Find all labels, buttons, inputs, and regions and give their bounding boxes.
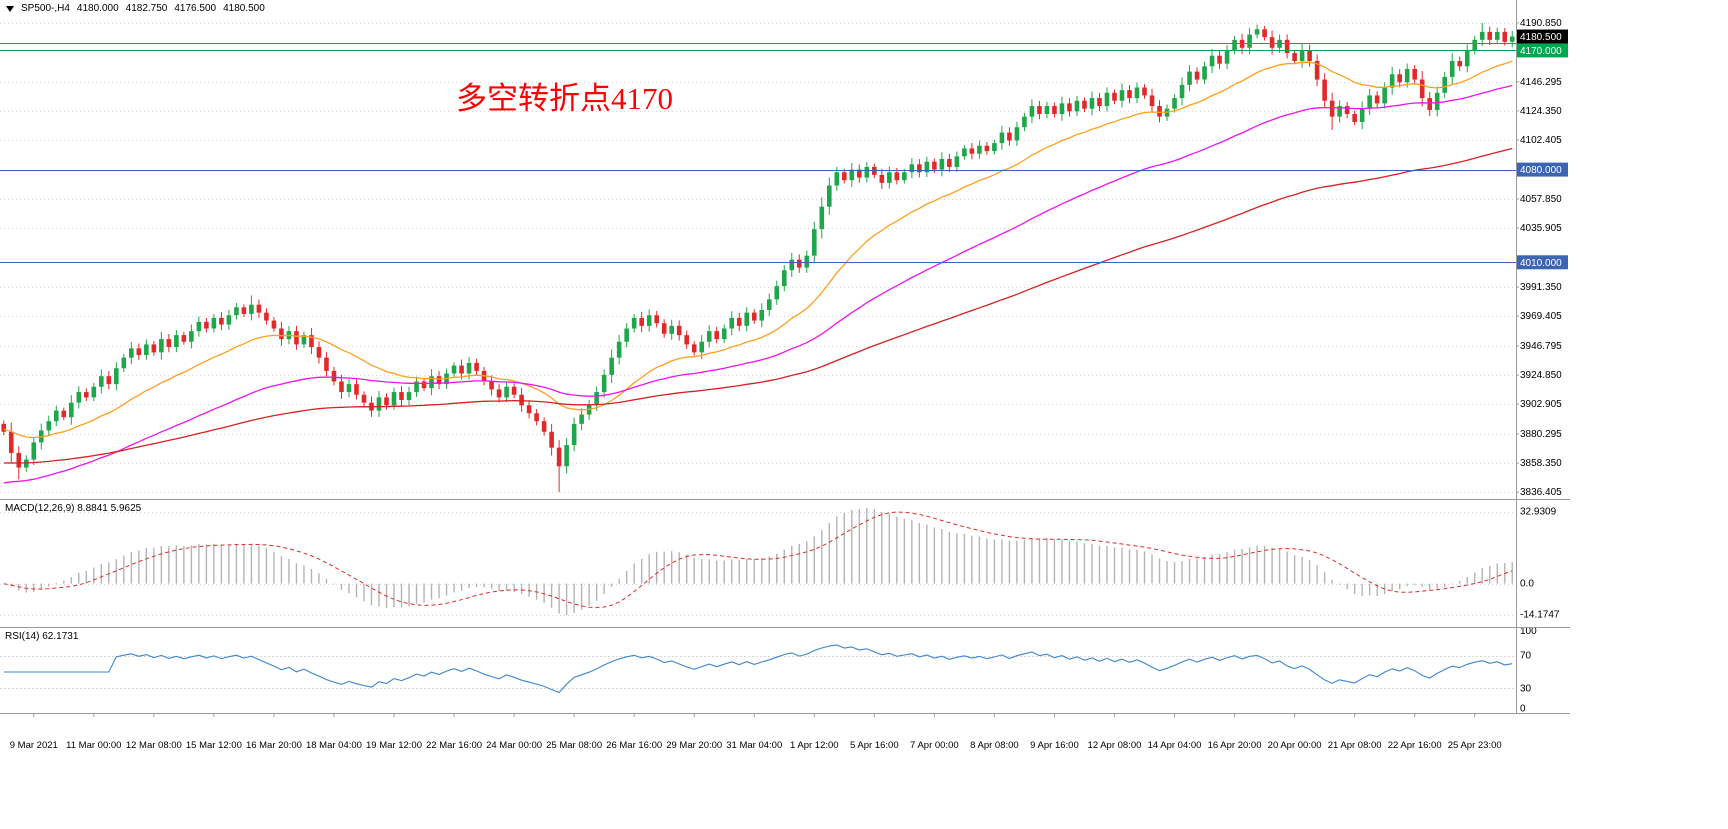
price-axis-label: 3902.905	[1520, 399, 1562, 410]
time-axis-label: 12 Apr 08:00	[1088, 740, 1142, 751]
macd-axis-label: 32.9309	[1520, 507, 1557, 518]
rsi-indicator-label: RSI(14) 62.1731	[5, 631, 78, 642]
price-axis-label: 4102.405	[1520, 135, 1562, 146]
time-axis-label: 24 Mar 00:00	[486, 740, 542, 751]
time-axis-label: 25 Apr 23:00	[1448, 740, 1502, 751]
rsi-axis-label: 30	[1520, 683, 1532, 694]
price-axis-label: 4146.295	[1520, 77, 1562, 88]
chart-annotation-text: 多空转折点4170	[456, 81, 673, 116]
price-tag-label: 4080.000	[1520, 165, 1562, 176]
price-axis-label: 4124.350	[1520, 106, 1562, 117]
time-axis-label: 16 Apr 20:00	[1208, 740, 1262, 751]
macd-axis-label: -14.1747	[1520, 610, 1560, 621]
grid-lines	[0, 23, 1516, 689]
time-axis-labels: 9 Mar 2021 11 Mar 00:00 12 Mar 08:00 15 Mar…	[10, 713, 1502, 751]
ma-mid-magenta-line	[3, 84, 1513, 484]
price-tag-blue	[1517, 255, 1568, 270]
rsi-axis-label: 100	[1520, 626, 1537, 637]
time-axis-label: 31 Mar 04:00	[726, 740, 782, 751]
time-axis-label: 5 Apr 16:00	[850, 740, 899, 751]
time-axis-label: 8 Apr 08:00	[970, 740, 1019, 751]
rsi-axis-label: 70	[1520, 651, 1532, 662]
time-axis-label: 26 Mar 16:00	[606, 740, 662, 751]
time-axis-label: 9 Apr 16:00	[1030, 740, 1079, 751]
level-lines[interactable]	[0, 42, 1516, 264]
candlestick-series	[1, 22, 1515, 493]
price-axis-label: 4190.850	[1520, 18, 1562, 29]
price-axis-label: 4035.905	[1520, 223, 1562, 234]
price-axis-label: 3991.350	[1520, 282, 1562, 293]
price-tag-green	[1517, 43, 1568, 58]
price-tag-label: 4010.000	[1520, 258, 1562, 269]
ohlc-low-value: 4176.500	[174, 3, 217, 14]
time-axis-label: 22 Mar 16:00	[426, 740, 482, 751]
time-axis-label: 18 Mar 04:00	[306, 740, 362, 751]
time-axis-label: 1 Apr 12:00	[790, 740, 839, 751]
macd-histogram	[10, 508, 1513, 616]
price-axis-label: 3880.295	[1520, 429, 1562, 440]
price-tag-current	[1517, 29, 1568, 44]
price-axis-label: 3946.795	[1520, 341, 1562, 352]
time-axis-label: 11 Mar 00:00	[66, 740, 121, 751]
ohlc-open-value: 4180.000	[76, 3, 119, 14]
time-axis-label: 14 Apr 04:00	[1148, 740, 1202, 751]
macd-signal-line	[3, 511, 1513, 609]
ohlc-close-value: 4180.500	[223, 3, 265, 14]
chart-info-bar: SP500-,H4 4180.000 4182.750 4176.500 418…	[6, 3, 265, 14]
time-axis[interactable]	[0, 713, 1570, 757]
time-axis-label: 25 Mar 08:00	[546, 740, 602, 751]
price-axis-label: 3836.405	[1520, 487, 1562, 498]
time-axis-label: 15 Mar 12:00	[186, 740, 242, 751]
macd-axis-label: 0.0	[1520, 579, 1534, 590]
price-axis-label: 3924.850	[1520, 370, 1562, 381]
price-axis-label: 3969.405	[1520, 311, 1562, 322]
time-axis-label: 19 Mar 12:00	[366, 740, 422, 751]
time-axis-label: 16 Mar 20:00	[246, 740, 302, 751]
ma-slow-red-line	[3, 147, 1513, 464]
macd-values: 8.8841 5.9625	[77, 503, 142, 514]
price-axis-label: 4057.850	[1520, 194, 1562, 205]
panel-borders	[0, 0, 1570, 714]
one-click-trading-toggle-icon[interactable]	[6, 5, 14, 12]
time-axis-label: 22 Apr 16:00	[1388, 740, 1442, 751]
price-tag-label: 4180.500	[1520, 32, 1562, 43]
time-axis-label: 7 Apr 00:00	[910, 740, 959, 751]
price-tag-label: 4170.000	[1520, 46, 1562, 57]
rsi-line	[3, 644, 1513, 694]
price-axis-label: 3858.350	[1520, 458, 1562, 469]
time-axis-label: 12 Mar 08:00	[126, 740, 182, 751]
time-axis-label: 20 Apr 00:00	[1268, 740, 1322, 751]
rsi-name: RSI(14)	[5, 631, 40, 642]
macd-indicator-label: MACD(12,26,9) 8.8841 5.9625	[5, 503, 141, 514]
price-axis-labels: 4190.850 4180.500 4170.000 4146.295 4124.350…	[1516, 18, 1568, 498]
rsi-axis-label: 0	[1520, 704, 1526, 715]
ma-fast-orange-line	[3, 60, 1513, 439]
price-axis[interactable]	[1516, 0, 1570, 713]
symbol-period-label: SP500-,H4	[21, 3, 70, 14]
indicator-axis-labels: 32.9309 0.0 -14.1747 100 70 30 0	[1520, 507, 1560, 715]
macd-name: MACD(12,26,9)	[5, 503, 75, 514]
price-tag-blue	[1517, 162, 1568, 177]
rsi-value: 62.1731	[42, 631, 79, 642]
ohlc-high-value: 4182.750	[125, 3, 168, 14]
time-axis-label: 21 Apr 08:00	[1328, 740, 1382, 751]
time-axis-label: 9 Mar 2021	[10, 740, 58, 751]
time-axis-label: 29 Mar 20:00	[666, 740, 722, 751]
